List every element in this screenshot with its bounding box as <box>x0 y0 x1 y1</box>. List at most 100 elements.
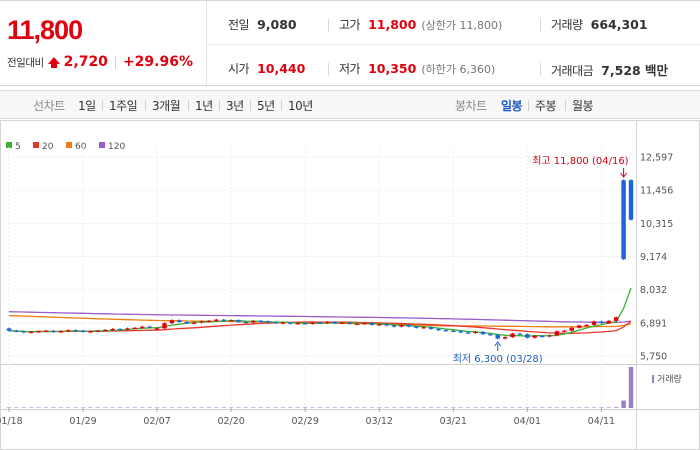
candle-body <box>517 333 523 335</box>
candle-body <box>317 322 323 324</box>
volume-bar <box>103 407 108 408</box>
candle-body <box>399 324 404 327</box>
stat-divider <box>328 63 329 76</box>
chart-grid <box>0 120 700 450</box>
volume-bar <box>21 407 27 408</box>
legend-swatch <box>6 142 12 148</box>
candle-body <box>66 330 71 332</box>
volume-bar <box>488 407 493 408</box>
open-stat: 시가 10,440 <box>228 60 305 77</box>
candle-body <box>295 323 301 325</box>
candle-body <box>280 322 286 324</box>
volume-bar <box>443 407 449 408</box>
candle-body <box>369 323 375 325</box>
candle-body <box>206 320 212 323</box>
open-label: 시가 <box>228 62 250 76</box>
high-stat: 고가 11,800 (상한가 11,800) <box>339 16 502 33</box>
candle-body <box>88 331 93 333</box>
candle-chart-label: 봉차트 <box>455 99 487 113</box>
candle-body <box>443 330 449 332</box>
volume-bar <box>154 407 160 408</box>
period-10y-tab[interactable]: 10년 <box>288 99 313 113</box>
upper-limit: (상한가 11,800) <box>421 19 503 32</box>
stat-divider <box>328 19 329 32</box>
candle-body <box>147 326 152 328</box>
candle-body <box>473 331 478 334</box>
volume-bar <box>473 407 478 408</box>
volume-bar <box>36 407 41 408</box>
volume-bar <box>428 407 434 408</box>
candle-daily-tab[interactable]: 일봉 <box>501 99 523 113</box>
period-1y-tab[interactable]: 1년 <box>195 99 213 113</box>
volume-bar <box>14 407 19 408</box>
x-tick-label: 02/07 <box>143 416 170 427</box>
candle-body <box>525 334 530 338</box>
volume-bar <box>414 407 419 408</box>
candle-body <box>51 330 56 332</box>
volume-bar <box>591 407 597 408</box>
candle-body <box>103 329 108 332</box>
low-annotation: 최저 6,300 (03/28) <box>453 353 543 365</box>
tab-divider <box>219 100 220 111</box>
volume-bar <box>421 407 426 408</box>
volume-bar <box>377 407 382 408</box>
candle-body <box>169 320 175 324</box>
prev-close-label: 전일 <box>228 18 250 32</box>
volume-bar <box>132 407 138 408</box>
tab-divider <box>188 100 189 111</box>
volume-bar <box>606 407 612 408</box>
prev-close-stat: 전일 9,080 <box>228 16 297 33</box>
volume-bar <box>510 407 515 408</box>
candle-body <box>465 332 471 334</box>
candle-body <box>502 337 508 339</box>
volume-bar <box>517 407 523 408</box>
period-toolbar: 선차트 1일 1주일 3개월 1년 3년 5년 10년 봉차트 일봉 주봉 월봉 <box>0 90 700 119</box>
prev-close-value: 9,080 <box>257 17 297 32</box>
x-tick-label: 03/21 <box>440 416 467 427</box>
amount-stat: 거래대금 7,528 백만 <box>551 60 668 79</box>
volume-bar <box>532 407 537 408</box>
candle-body <box>436 328 441 331</box>
legend-label: 60 <box>75 142 87 152</box>
volume-bar <box>43 407 49 408</box>
stat-divider <box>540 63 541 76</box>
period-5y-tab[interactable]: 5년 <box>257 99 275 113</box>
candle-body <box>73 330 78 332</box>
volume-bar <box>317 407 323 408</box>
period-1d-tab[interactable]: 1일 <box>78 99 96 113</box>
candle-monthly-tab[interactable]: 월봉 <box>572 99 594 113</box>
volume-label: 거래량 <box>551 18 583 32</box>
amount-value: 7,528 백만 <box>601 63 669 78</box>
candle-body <box>539 335 545 338</box>
volume-bar <box>406 407 412 408</box>
volume-bar <box>621 400 626 408</box>
volume-bar <box>354 407 360 408</box>
volume-bar <box>465 407 471 408</box>
volume-bar <box>302 407 308 408</box>
candle-body <box>162 323 167 329</box>
candle-body <box>214 319 219 321</box>
candle-body <box>554 331 560 336</box>
volume-bar <box>451 407 456 408</box>
period-1w-tab[interactable]: 1주일 <box>109 99 138 113</box>
period-3y-tab[interactable]: 3년 <box>226 99 244 113</box>
volume-bar <box>502 407 508 408</box>
x-tick-label: 01/18 <box>0 416 23 427</box>
candle-body <box>288 322 293 324</box>
volume-bar <box>569 407 574 408</box>
volume-bar <box>80 407 86 408</box>
period-3m-tab[interactable]: 3개월 <box>152 99 181 113</box>
candle-body <box>236 320 241 322</box>
volume-bar <box>125 407 130 408</box>
legend-swatch <box>33 142 39 148</box>
volume-bar <box>51 407 56 408</box>
volume-bar <box>66 407 71 408</box>
volume-bar <box>147 407 152 408</box>
candle-body <box>302 323 308 325</box>
volume-bar <box>273 407 278 408</box>
candle-weekly-tab[interactable]: 주봉 <box>535 99 557 113</box>
line-chart-label: 선차트 <box>33 99 65 113</box>
volume-bar <box>140 407 145 408</box>
volume-bar <box>458 407 463 408</box>
candle-body <box>532 335 537 338</box>
